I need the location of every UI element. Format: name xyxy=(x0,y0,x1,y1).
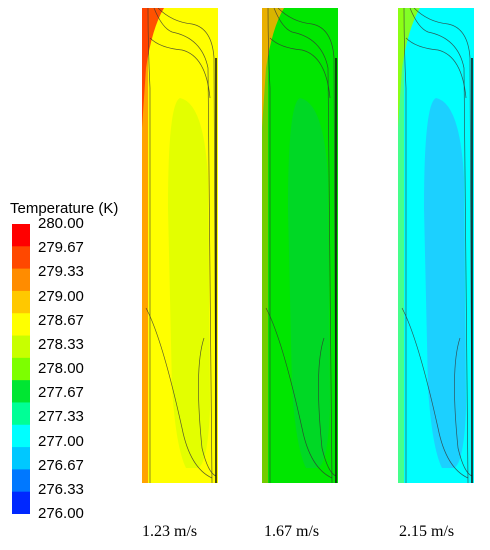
contour-line xyxy=(265,307,333,479)
contour-line xyxy=(405,37,467,99)
contour-line xyxy=(147,8,151,483)
contour-line xyxy=(198,337,217,477)
hot-region xyxy=(398,8,420,128)
legend-tick-label: 277.67 xyxy=(38,384,84,402)
contour-line xyxy=(273,8,333,483)
colorbar-band xyxy=(12,335,30,359)
colorbar-band xyxy=(12,224,30,247)
colorbar-band xyxy=(12,380,30,403)
contour-panel-1-23 xyxy=(142,8,218,483)
contour-line xyxy=(157,8,217,483)
colorbar-band xyxy=(12,424,30,448)
contour-line xyxy=(269,37,331,99)
legend-tick-label: 276.00 xyxy=(38,505,84,522)
inner-plume xyxy=(288,98,330,468)
hot-region xyxy=(262,8,284,128)
contour-line xyxy=(267,8,271,483)
contour-line xyxy=(149,37,211,99)
hot-region xyxy=(142,8,164,128)
contour-line xyxy=(409,8,469,483)
legend-tick-label: 278.00 xyxy=(38,360,84,377)
wall-layer xyxy=(142,8,148,483)
colorbar-band xyxy=(12,469,30,493)
colorbar-band xyxy=(12,313,30,337)
legend-tick-label: 278.67 xyxy=(38,311,84,329)
legend-tick-label: 279.33 xyxy=(38,263,84,281)
contour-line xyxy=(454,337,473,477)
legend-tick-label: 276.33 xyxy=(38,480,84,498)
contour-panel-2-15 xyxy=(398,8,474,483)
contour-line xyxy=(145,307,213,479)
contour-line xyxy=(318,337,337,477)
caption-1-67: 1.67 m/s xyxy=(264,523,320,540)
caption-2-15: 2.15 m/s xyxy=(399,523,455,540)
legend-tick-label: 279.67 xyxy=(38,239,84,257)
caption-1-23: 1.23 m/s xyxy=(142,523,198,540)
inner-plume xyxy=(168,98,210,468)
contour-panel-1-67 xyxy=(262,8,338,483)
legend-tick-label: 279.00 xyxy=(38,287,84,305)
legend-title: Temperature (K) xyxy=(10,200,119,217)
colorbar-band xyxy=(12,290,30,314)
legend-tick-label: 278.33 xyxy=(38,335,84,353)
wall-layer xyxy=(262,8,268,483)
contour-line xyxy=(153,8,213,483)
inner-plume xyxy=(424,98,466,468)
legend-tick-label: 276.67 xyxy=(38,456,84,474)
wall-layer xyxy=(398,8,404,483)
contour-line xyxy=(403,8,407,483)
contour-line xyxy=(401,307,469,479)
colorbar-band xyxy=(12,447,30,470)
legend-tick-label: 277.33 xyxy=(38,408,84,426)
legend-tick-label: 277.00 xyxy=(38,432,84,450)
colorbar-band xyxy=(12,268,30,292)
colorbar-band xyxy=(12,246,30,270)
contour-line xyxy=(413,8,473,483)
colorbar-band xyxy=(12,402,30,426)
temperature-colorbar xyxy=(12,224,30,514)
colorbar-band xyxy=(12,491,30,514)
contour-line xyxy=(277,8,337,483)
colorbar-band xyxy=(12,357,30,381)
legend-tick-label: 280.00 xyxy=(38,215,84,232)
